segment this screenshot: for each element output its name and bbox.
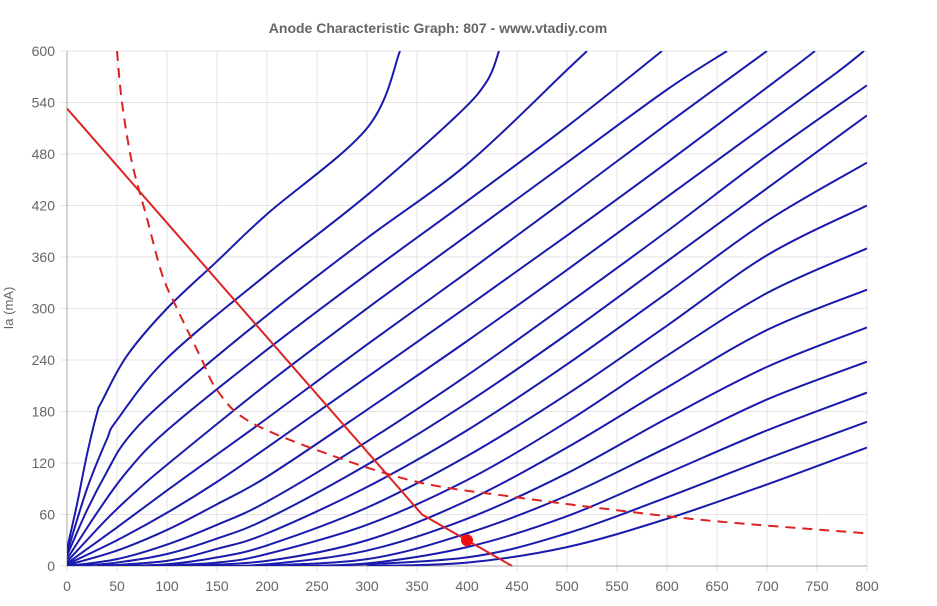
x-tick-label: 500: [555, 578, 579, 594]
x-tick-label: 450: [505, 578, 529, 594]
x-tick-label: 650: [705, 578, 729, 594]
anode-curve-6: [67, 51, 768, 565]
x-tick-label: 50: [109, 578, 125, 594]
anode-curve-5: [67, 51, 728, 563]
y-tick-label: 240: [32, 352, 56, 368]
chart-title: Anode Characteristic Graph: 807 - www.vt…: [269, 20, 607, 36]
anode-curve-14: [176, 288, 867, 566]
x-tick-label: 300: [355, 578, 379, 594]
y-tick-label: 180: [32, 404, 56, 420]
x-tick-label: 150: [205, 578, 229, 594]
y-tick-label: 300: [32, 301, 56, 317]
y-tick-label: 480: [32, 146, 56, 162]
x-tick-label: 700: [755, 578, 779, 594]
anode-curve-11: [96, 161, 867, 566]
tick-labels: 0 50 100 150 200 250 300 350 400 450 500 550 600 650 7…: [32, 43, 879, 594]
anode-curve-13: [146, 247, 867, 566]
x-tick-label: 100: [155, 578, 179, 594]
y-tick-label: 540: [32, 95, 56, 111]
y-tick-label: 600: [32, 43, 56, 59]
anode-curve-17: [286, 391, 867, 566]
anode-curve-2: [67, 51, 500, 554]
load-line: [67, 107, 513, 566]
plot-area: [67, 51, 867, 566]
anode-curve-1: [67, 51, 401, 550]
x-tick-label: 550: [605, 578, 629, 594]
operating-point-marker: [461, 534, 473, 547]
anode-curve-9: [67, 84, 867, 566]
grid: [61, 50, 868, 572]
x-tick-label: 250: [305, 578, 329, 594]
anode-curve-19: [366, 446, 867, 566]
x-tick-label: 750: [805, 578, 829, 594]
anode-curve-10: [76, 114, 867, 566]
y-tick-label: 420: [32, 198, 56, 214]
anode-curve-12: [116, 204, 867, 566]
y-tick-label: 120: [32, 455, 56, 471]
x-tick-label: 400: [455, 578, 479, 594]
anode-curve-15: [206, 326, 867, 566]
x-tick-label: 350: [405, 578, 429, 594]
anode-curve-16: [246, 360, 867, 566]
y-tick-label: 360: [32, 249, 56, 265]
anode-curve-7: [67, 51, 816, 566]
anode-curve-4: [67, 51, 663, 560]
anode-curve-3: [67, 51, 588, 557]
x-tick-label: 0: [63, 578, 71, 594]
power-curve-line: [116, 51, 867, 535]
anode-curve-8: [67, 51, 865, 566]
anode-curve-18: [326, 420, 867, 566]
x-tick-label: 800: [855, 578, 879, 594]
y-tick-label: 0: [47, 558, 55, 574]
x-tick-label: 200: [255, 578, 279, 594]
y-axis-title: Ia (mA): [1, 287, 16, 330]
x-tick-label: 600: [655, 578, 679, 594]
y-tick-label: 60: [39, 507, 55, 523]
